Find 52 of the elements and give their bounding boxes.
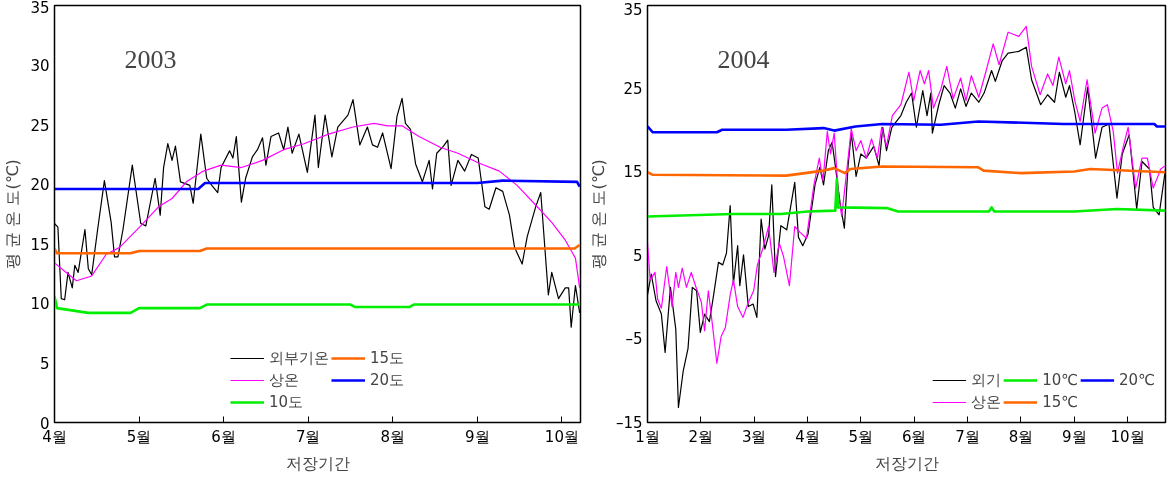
x-tick-label: 1월 xyxy=(635,427,660,446)
y-tick-label: 30 xyxy=(30,57,50,76)
y-tick-label: 20 xyxy=(30,176,50,195)
line-series xyxy=(54,243,581,255)
x-tick-label: 6월 xyxy=(211,427,236,446)
legend-label: 외부기온 xyxy=(268,348,329,368)
line-series xyxy=(54,179,581,191)
line-series xyxy=(647,165,1166,177)
x-tick-label: 7월 xyxy=(955,427,980,446)
y-tick-label: 25 xyxy=(623,79,643,98)
y-tick-label: 35 xyxy=(623,0,643,19)
x-tick-label: 3월 xyxy=(741,427,767,446)
x-tick-label: 2월 xyxy=(688,427,714,446)
legend-label: 15도 xyxy=(369,348,405,368)
y-axis-title: 평 균 온 도(℃) xyxy=(588,159,608,269)
x-tick-label: 4월 xyxy=(795,427,820,446)
legend-label: 20℃ xyxy=(1119,371,1155,389)
legend-label: 10℃ xyxy=(1042,371,1079,389)
y-tick-label: 5 xyxy=(632,246,643,265)
y-tick-label: 15 xyxy=(623,163,643,182)
x-tick-label: 8월 xyxy=(1008,427,1034,446)
x-tick-label: 5월 xyxy=(848,427,874,446)
legend-label: 20도 xyxy=(369,370,405,390)
x-tick-label: 5월 xyxy=(126,427,152,446)
y-tick-label: 25 xyxy=(30,116,50,135)
x-tick-label: 8월 xyxy=(380,427,406,446)
line-series xyxy=(647,120,1166,134)
legend-label: 상온 xyxy=(971,392,1002,412)
legend-label: 상온 xyxy=(268,370,299,390)
x-axis-title: 저장기간 xyxy=(285,453,350,473)
x-tick-label: 6월 xyxy=(901,427,927,446)
line-series xyxy=(647,177,1166,218)
legend-label: 15℃ xyxy=(1042,393,1079,411)
text: 2004 xyxy=(717,44,770,74)
line-series xyxy=(54,122,581,289)
y-tick-label: –5 xyxy=(625,330,643,349)
x-tick-label: 9월 xyxy=(465,427,490,446)
x-axis-title: 저장기간 xyxy=(874,453,939,473)
y-axis-title: 평 균 온 도(℃) xyxy=(3,159,23,269)
text: 2003 xyxy=(124,44,177,74)
x-tick-label: 9월 xyxy=(1062,427,1087,446)
y-tick-label: 35 xyxy=(30,0,50,17)
x-tick-label: 7월 xyxy=(295,427,321,446)
x-tick-label: 10월 xyxy=(544,427,579,446)
y-tick-label: 15 xyxy=(30,235,50,254)
legend-label: 외기 xyxy=(971,370,1002,390)
y-tick-label: 5 xyxy=(39,354,50,373)
y-tick-label: 10 xyxy=(30,295,50,314)
line-series xyxy=(54,294,581,315)
x-tick-label: 10월 xyxy=(1110,427,1145,446)
legend-label: 10도 xyxy=(268,392,304,412)
line-series xyxy=(647,25,1166,364)
